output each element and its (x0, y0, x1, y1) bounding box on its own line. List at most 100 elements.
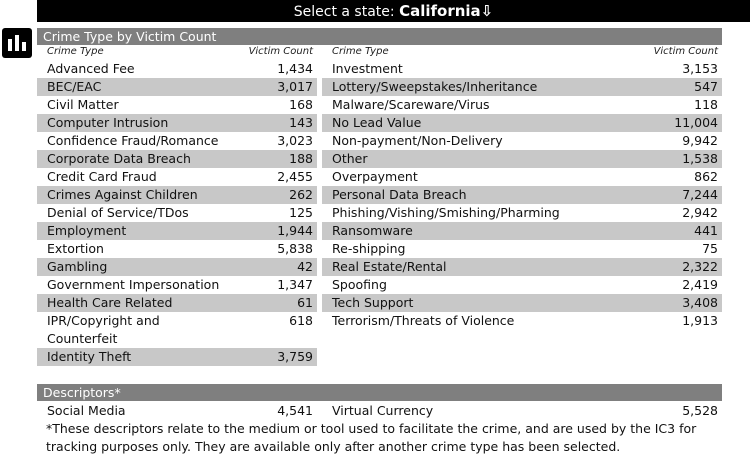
col-header-victim-count: Victim Count (653, 46, 718, 57)
crime-type-name: Other (332, 151, 368, 166)
crime-type-name: No Lead Value (332, 115, 422, 130)
state-dropdown[interactable]: California⇩ (399, 2, 494, 20)
crime-type-name: Computer Intrusion (47, 115, 169, 130)
crime-type-name: Non-payment/Non-Delivery (332, 133, 503, 148)
state-prompt: Select a state: (293, 4, 395, 20)
crime-type-name: Gambling (47, 259, 108, 274)
victim-count: 61 (297, 295, 313, 310)
victim-count: 3,023 (277, 133, 313, 148)
crime-type-name: Crimes Against Children (47, 187, 198, 202)
table-row[interactable]: Terrorism/Threats of Violence 1,913 (322, 312, 722, 330)
table-row[interactable]: Ransomware 441 (322, 222, 722, 240)
victim-count: 862 (694, 169, 718, 184)
crime-type-name: Identity Theft (47, 349, 132, 364)
crime-table-left: Crime Type Victim Count Advanced Fee 1,43… (37, 44, 317, 369)
crime-type-name: Civil Matter (47, 97, 119, 112)
table-row[interactable]: Overpayment 862 (322, 168, 722, 186)
victim-count: 125 (289, 205, 313, 220)
victim-count: 3,153 (682, 61, 718, 76)
descriptor-row-left[interactable]: Social Media 4,541 (37, 402, 317, 420)
table-row[interactable]: Confidence Fraud/Romance 3,023 (37, 132, 317, 150)
crime-type-name: Terrorism/Threats of Violence (332, 313, 515, 328)
victim-count: 2,322 (682, 259, 718, 274)
crime-table-right: Crime Type Victim Count Investment 3,153 L… (322, 44, 722, 369)
crime-type-name: Ransomware (332, 223, 413, 238)
crime-type-name: Extortion (47, 241, 104, 256)
table-row[interactable]: Real Estate/Rental 2,322 (322, 258, 722, 276)
table-row[interactable]: Employment 1,944 (37, 222, 317, 240)
descriptors-footnote: *These descriptors relate to the medium … (46, 421, 697, 454)
crime-type-name: Phishing/Vishing/Smishing/Pharming (332, 205, 560, 220)
victim-count: 1,434 (277, 61, 313, 76)
victim-count: 2,942 (682, 205, 718, 220)
victim-count: 7,244 (682, 187, 718, 202)
victim-count: 262 (289, 187, 313, 202)
table-row[interactable]: Personal Data Breach 7,244 (322, 186, 722, 204)
table-row[interactable]: No Lead Value 11,004 (322, 114, 722, 132)
crime-type-name: Corporate Data Breach (47, 151, 191, 166)
table-row[interactable]: Spoofing 2,419 (322, 276, 722, 294)
victim-count: 5,838 (277, 241, 313, 256)
right-column-headers: Crime Type Victim Count (322, 44, 722, 60)
crime-type-name: BEC/EAC (47, 79, 102, 94)
table-row[interactable]: Corporate Data Breach 188 (37, 150, 317, 168)
descriptor-count: 4,541 (277, 403, 313, 418)
table-row[interactable]: Re-shipping 75 (322, 240, 722, 258)
victim-count: 547 (694, 79, 718, 94)
table-row[interactable]: Computer Intrusion 143 (37, 114, 317, 132)
table-row[interactable]: Lottery/Sweepstakes/Inheritance 547 (322, 78, 722, 96)
table-row[interactable]: Government Impersonation 1,347 (37, 276, 317, 294)
victim-count: 188 (289, 151, 313, 166)
state-selector-bar[interactable]: Select a state: California⇩ (37, 0, 750, 22)
table-row[interactable]: Phishing/Vishing/Smishing/Pharming 2,942 (322, 204, 722, 222)
descriptor-count: 5,528 (682, 403, 718, 418)
descriptor-name: Virtual Currency (332, 403, 434, 418)
crime-type-name: Malware/Scareware/Virus (332, 97, 490, 112)
crime-type-name: Credit Card Fraud (47, 169, 157, 184)
descriptor-name: Social Media (47, 403, 126, 418)
table-row[interactable]: Investment 3,153 (322, 60, 722, 78)
victim-count: 1,913 (682, 313, 718, 328)
crime-type-name: Government Impersonation (47, 277, 220, 292)
crime-type-name: Lottery/Sweepstakes/Inheritance (332, 79, 538, 94)
table-row[interactable]: Civil Matter 168 (37, 96, 317, 114)
col-header-victim-count: Victim Count (248, 46, 313, 57)
left-column-headers: Crime Type Victim Count (37, 44, 317, 60)
victim-count: 9,942 (682, 133, 718, 148)
table-row[interactable]: IPR/Copyright and Counterfeit 618 (37, 312, 317, 348)
victim-count: 618 (289, 313, 313, 328)
table-row[interactable]: Extortion 5,838 (37, 240, 317, 258)
table-row[interactable]: Credit Card Fraud 2,455 (37, 168, 317, 186)
victim-count: 2,455 (277, 169, 313, 184)
crime-type-section-title: Crime Type by Victim Count (37, 28, 722, 45)
crime-type-name: Investment (332, 61, 403, 76)
col-header-crime-type: Crime Type (332, 46, 389, 57)
crime-type-name: IPR/Copyright and Counterfeit (47, 313, 160, 346)
victim-count: 3,408 (682, 295, 718, 310)
table-row[interactable]: Health Care Related 61 (37, 294, 317, 312)
descriptor-row-right[interactable]: Virtual Currency 5,528 (322, 402, 722, 420)
victim-count: 1,347 (277, 277, 313, 292)
victim-count: 118 (694, 97, 718, 112)
table-row[interactable]: Gambling 42 (37, 258, 317, 276)
table-row[interactable]: Advanced Fee 1,434 (37, 60, 317, 78)
crime-type-name: Real Estate/Rental (332, 259, 447, 274)
crime-type-name: Overpayment (332, 169, 418, 184)
table-row[interactable]: Crimes Against Children 262 (37, 186, 317, 204)
table-row[interactable]: Denial of Service/TDos 125 (37, 204, 317, 222)
victim-count: 1,944 (277, 223, 313, 238)
table-row[interactable]: Other 1,538 (322, 150, 722, 168)
victim-count: 75 (702, 241, 718, 256)
crime-type-name: Employment (47, 223, 127, 238)
table-row[interactable]: Identity Theft 3,759 (37, 348, 317, 366)
bar-chart-icon[interactable] (2, 28, 32, 58)
table-row[interactable]: BEC/EAC 3,017 (37, 78, 317, 96)
table-row[interactable]: Malware/Scareware/Virus 118 (322, 96, 722, 114)
table-row[interactable]: Tech Support 3,408 (322, 294, 722, 312)
victim-count: 1,538 (682, 151, 718, 166)
victim-count: 3,759 (277, 349, 313, 364)
victim-count: 3,017 (277, 79, 313, 94)
table-row[interactable]: Non-payment/Non-Delivery 9,942 (322, 132, 722, 150)
crime-type-name: Spoofing (332, 277, 387, 292)
crime-type-name: Confidence Fraud/Romance (47, 133, 219, 148)
